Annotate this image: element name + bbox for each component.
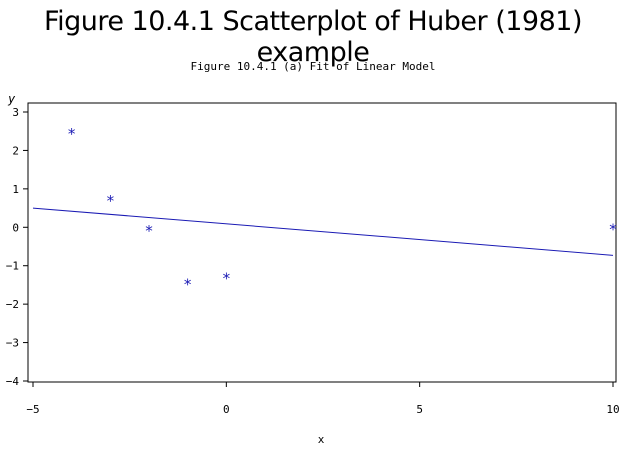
x-tick-label: −5 [26, 403, 39, 416]
x-tick-label: 0 [223, 403, 230, 416]
data-point: * [222, 269, 231, 287]
fit-line [32, 207, 614, 256]
y-axis: −4 −3 −2 −1 0 1 2 3 [6, 106, 28, 388]
data-point: * [183, 276, 192, 294]
fit-line-group [32, 207, 614, 256]
y-tick-label: 2 [12, 144, 19, 157]
y-tick-label: −1 [6, 260, 19, 273]
x-tick-label: 5 [416, 403, 423, 416]
y-axis-label: y [7, 92, 16, 106]
data-point: * [144, 222, 153, 240]
figure-title: Figure 10.4.1 Scatterplot of Huber (1981… [44, 6, 582, 68]
y-tick-label: 0 [12, 221, 19, 234]
y-tick-label: 1 [12, 183, 19, 196]
x-axis-label: x [318, 433, 325, 446]
data-point: * [106, 192, 115, 210]
y-tick-label: 3 [12, 106, 19, 119]
x-tick-label: 10 [606, 403, 619, 416]
chart-title: Figure 10.4.1 (a) Fit of Linear Model [190, 60, 436, 73]
y-tick-label: −3 [6, 337, 19, 350]
data-point: * [608, 220, 617, 238]
data-points: * * * * * * [67, 125, 617, 294]
x-axis: −5 0 5 10 [26, 382, 620, 416]
y-tick-label: −4 [6, 375, 20, 388]
data-point: * [67, 125, 76, 143]
plot-frame [27, 102, 617, 383]
y-tick-label: −2 [6, 298, 19, 311]
